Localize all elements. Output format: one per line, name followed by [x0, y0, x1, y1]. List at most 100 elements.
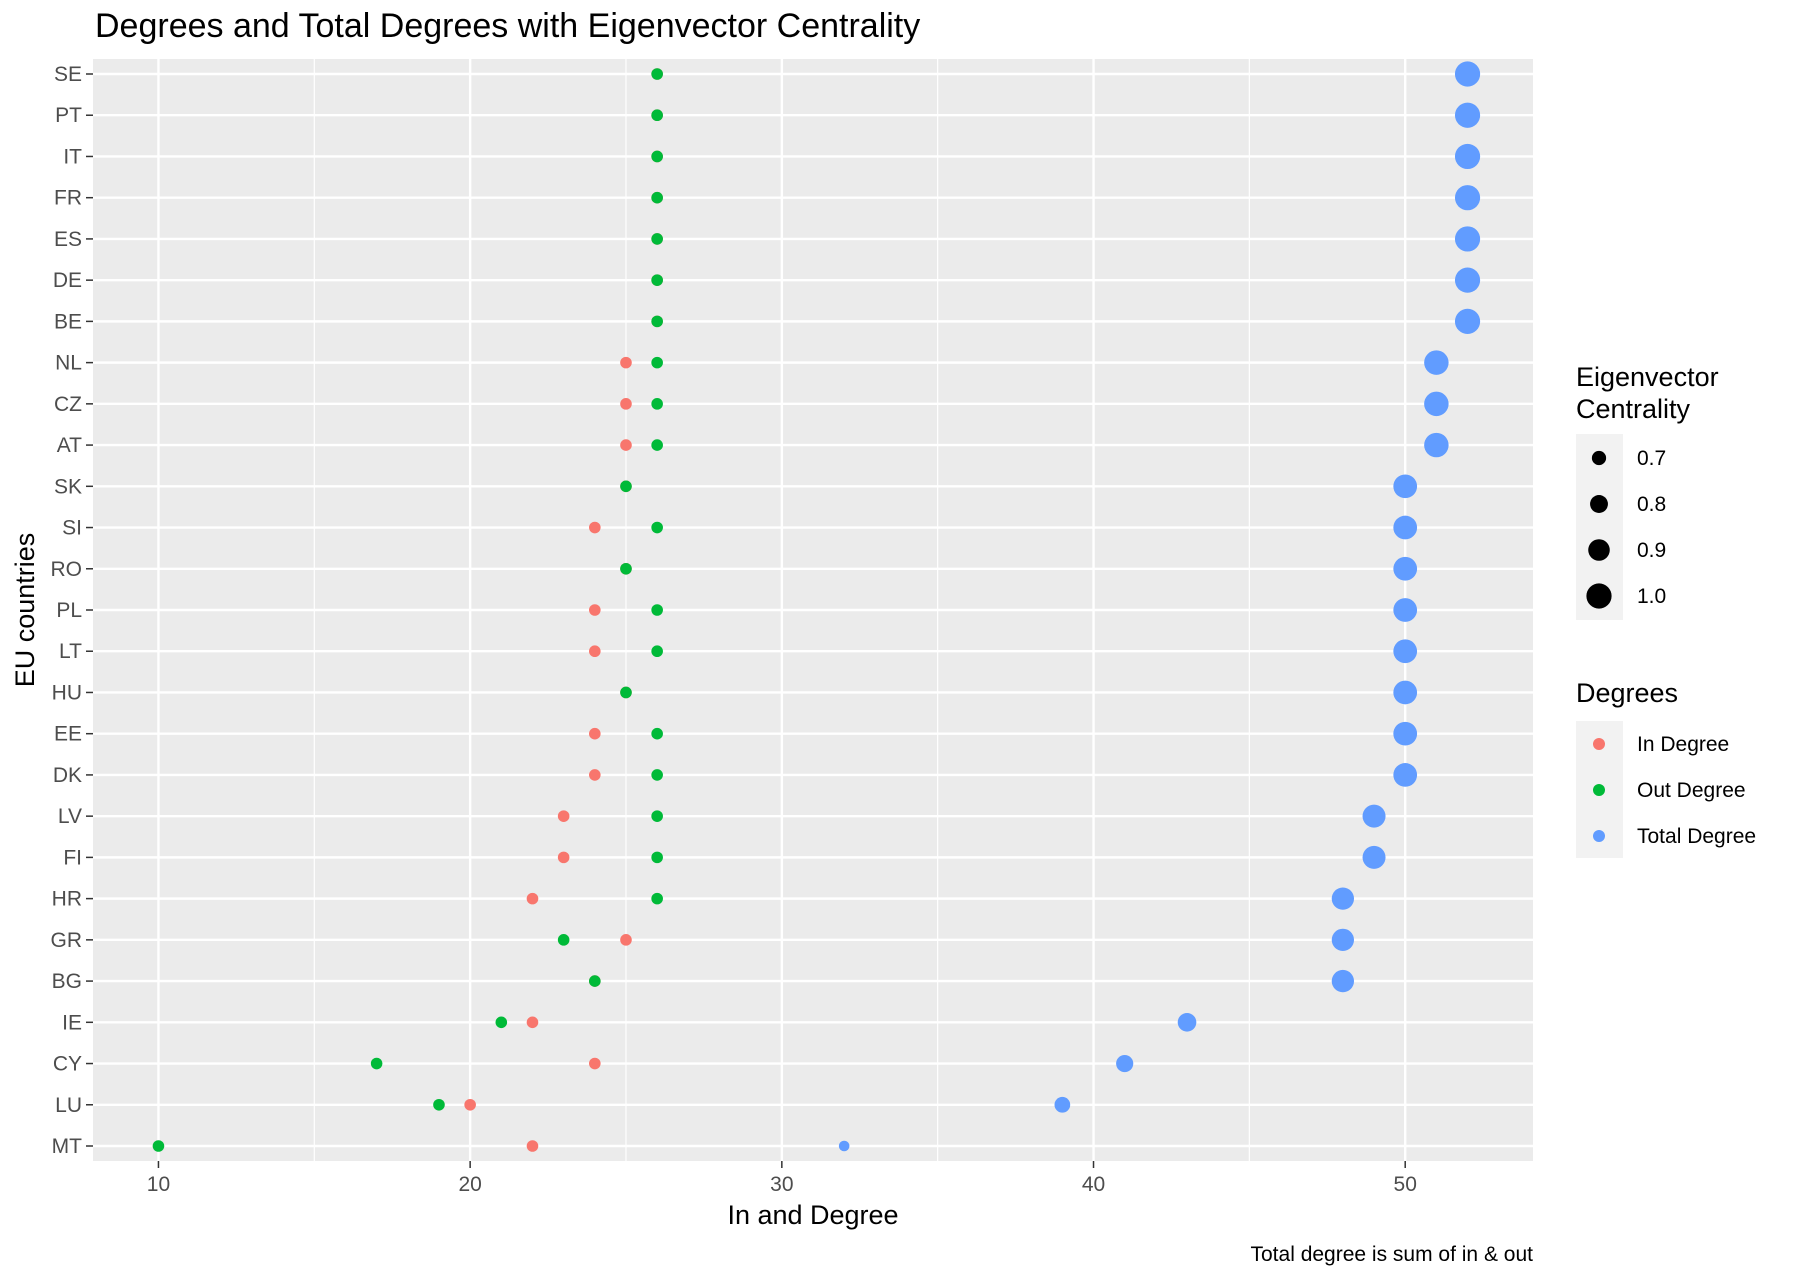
y-tick-label-si: SI — [62, 517, 82, 540]
size-legend-title-line-2: Centrality — [1576, 394, 1691, 424]
total-degree-point-bg — [1331, 969, 1355, 993]
color-legend-label: Total Degree — [1637, 825, 1756, 848]
out-degree-point-mt — [152, 1140, 165, 1152]
out-degree-point-bg — [589, 975, 601, 987]
out-degree-point-se — [651, 68, 663, 80]
total-degree-point-cy — [1116, 1054, 1134, 1073]
x-tick-label: 20 — [458, 1173, 481, 1196]
total-degree-point-mt — [838, 1140, 850, 1152]
y-tick-label-fr: FR — [54, 187, 82, 210]
color-legend-label: Out Degree — [1637, 779, 1746, 802]
total-degree-point-se — [1454, 61, 1481, 87]
data-points — [152, 61, 1481, 1152]
y-tick-label-lv: LV — [58, 805, 82, 828]
total-degree-point-nl — [1424, 350, 1449, 375]
total-degree-point-cz — [1424, 391, 1449, 417]
in-degree-point-gr — [620, 934, 632, 946]
size-legend-key — [1586, 583, 1612, 609]
size-legend-label: 0.7 — [1637, 447, 1666, 470]
color-legend-key-out-degree — [1593, 784, 1605, 796]
y-tick-label-ro: RO — [51, 558, 83, 581]
out-degree-point-ee — [651, 727, 663, 740]
size-legend-key — [1591, 450, 1607, 466]
total-degree-point-hu — [1393, 680, 1418, 705]
out-degree-point-be — [651, 315, 663, 328]
size-legend-label: 1.0 — [1637, 585, 1666, 608]
chart-title: Degrees and Total Degrees with Eigenvect… — [95, 7, 920, 45]
out-degree-point-ro — [620, 562, 632, 575]
in-degree-point-lv — [557, 810, 570, 822]
y-tick-label-gr: GR — [51, 929, 83, 952]
out-degree-point-cy — [370, 1057, 383, 1070]
y-tick-label-bg: BG — [52, 970, 82, 993]
size-legend-label: 0.9 — [1637, 539, 1666, 562]
total-degree-point-it — [1454, 143, 1481, 170]
total-degree-point-lt — [1393, 639, 1418, 664]
y-tick-label-hr: HR — [52, 888, 82, 911]
y-tick-label-it: IT — [63, 145, 82, 168]
color-legend-label: In Degree — [1637, 733, 1729, 756]
color-legend-title: Degrees — [1576, 678, 1678, 708]
out-degree-point-it — [651, 150, 663, 163]
in-degree-point-ee — [589, 727, 601, 740]
total-degree-point-gr — [1331, 928, 1355, 951]
x-axis: 10 20 30 40 50 — [147, 1161, 1417, 1196]
in-degree-point-cy — [589, 1057, 601, 1070]
y-tick-label-fi: FI — [63, 846, 82, 869]
x-tick-label: 50 — [1394, 1173, 1417, 1196]
size-legend-key — [1588, 539, 1610, 561]
x-tick-label: 10 — [147, 1173, 170, 1196]
in-degree-point-dk — [589, 769, 601, 781]
x-axis-title: In and Degree — [727, 1200, 898, 1230]
y-tick-label-se: SE — [54, 63, 82, 86]
out-degree-point-nl — [651, 356, 663, 369]
total-degree-point-si — [1393, 515, 1418, 540]
in-degree-point-lu — [464, 1098, 476, 1111]
y-tick-label-cz: CZ — [54, 393, 82, 416]
y-tick-label-hu: HU — [52, 681, 82, 704]
out-degree-point-pt — [651, 109, 663, 122]
out-degree-point-cz — [651, 398, 663, 410]
total-degree-point-hr — [1331, 887, 1355, 910]
size-legend-title-line-1: Eigenvector — [1576, 362, 1719, 392]
out-degree-point-fr — [651, 191, 663, 204]
total-degree-point-lu — [1054, 1096, 1071, 1113]
total-degree-point-es — [1454, 226, 1481, 252]
in-degree-point-hr — [526, 892, 539, 905]
out-degree-point-lv — [651, 810, 663, 822]
y-tick-label-nl: NL — [55, 352, 82, 375]
in-degree-point-nl — [620, 356, 632, 369]
out-degree-point-lu — [433, 1098, 445, 1111]
out-degree-point-de — [651, 274, 663, 286]
y-tick-label-mt: MT — [52, 1135, 82, 1158]
y-tick-label-dk: DK — [53, 764, 82, 787]
in-degree-point-lt — [589, 645, 601, 658]
x-tick-label: 40 — [1082, 1173, 1105, 1196]
total-degree-point-pl — [1393, 598, 1418, 622]
y-tick-label-ee: EE — [54, 723, 82, 746]
total-degree-point-at — [1424, 432, 1449, 458]
y-tick-label-es: ES — [54, 228, 82, 251]
y-tick-label-lt: LT — [59, 640, 82, 663]
out-degree-point-ie — [495, 1016, 508, 1029]
out-degree-point-hr — [651, 892, 663, 905]
total-degree-point-dk — [1393, 763, 1418, 787]
total-degree-point-ee — [1393, 721, 1418, 746]
total-degree-point-de — [1454, 267, 1481, 293]
y-tick-label-pl: PL — [56, 599, 82, 622]
total-degree-point-fr — [1454, 185, 1481, 211]
total-degree-point-pt — [1454, 102, 1481, 128]
color-legend-key-total-degree — [1593, 830, 1605, 842]
y-tick-label-pt: PT — [55, 104, 82, 127]
x-tick-label: 30 — [770, 1173, 793, 1196]
color-legend-key-in-degree — [1593, 738, 1605, 750]
in-degree-point-ie — [526, 1016, 539, 1029]
y-axis-title: EU countries — [10, 533, 40, 688]
out-degree-point-fi — [651, 851, 663, 864]
total-degree-point-ro — [1393, 556, 1418, 581]
color-legend: Degrees In Degree Out Degree Total Degree — [1576, 678, 1756, 858]
in-degree-point-pl — [589, 604, 601, 616]
total-degree-point-ie — [1177, 1012, 1197, 1032]
size-legend-key — [1590, 495, 1608, 513]
